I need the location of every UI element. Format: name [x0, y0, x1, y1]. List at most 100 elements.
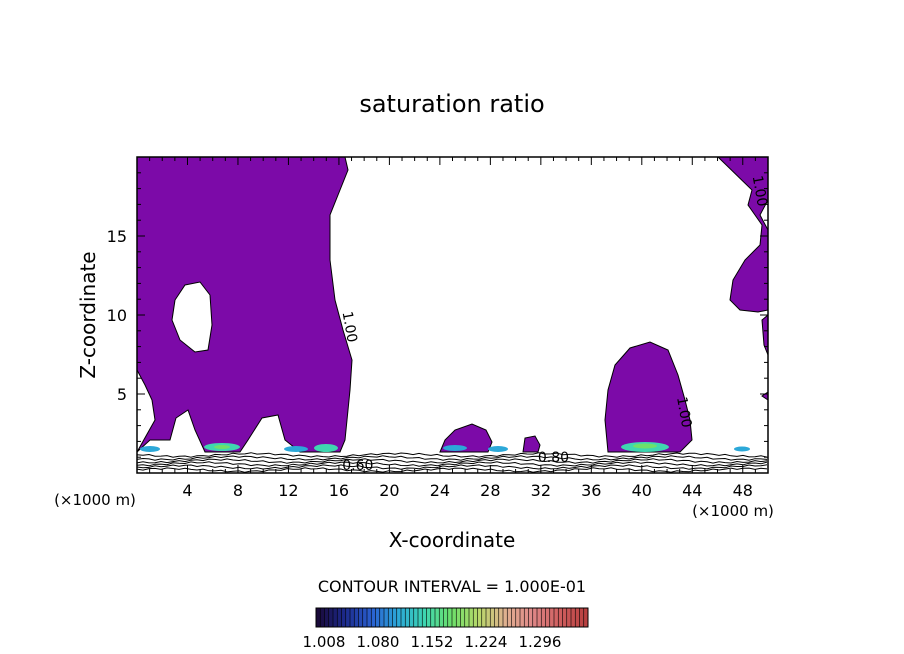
x-axis-ticks: 4 8 12 16 20 24 28 32 36 40 44 48	[136, 157, 769, 500]
y-unit-label: (×1000 m)	[54, 491, 136, 509]
colorbar-swatch	[481, 608, 486, 627]
colorbar-swatch	[392, 608, 397, 627]
fill-region-mid	[439, 423, 493, 453]
x-tick-label: 36	[581, 481, 601, 500]
colorbar-swatch	[562, 608, 567, 627]
colorbar-swatch	[341, 608, 346, 627]
y-tick-label: 10	[107, 306, 127, 325]
colorbar-swatch	[583, 608, 588, 627]
colorbar-swatch	[418, 608, 423, 627]
colorbar-frame	[315, 607, 589, 628]
colorbar-swatch	[367, 608, 372, 627]
colorbar-swatch	[503, 608, 508, 627]
colorbar-swatch	[566, 608, 571, 627]
colorbar-swatch	[447, 608, 452, 627]
core-10	[734, 446, 750, 452]
high-value-cores	[140, 442, 750, 452]
colorbar-swatch	[469, 608, 474, 627]
core-6	[443, 445, 467, 451]
colorbar-swatch	[333, 608, 338, 627]
colorbar-swatch	[549, 608, 554, 627]
colorbar-swatch	[405, 608, 410, 627]
colorbar-swatch	[371, 608, 376, 627]
colorbar-swatch	[494, 608, 499, 627]
contour-label: 1.00	[749, 174, 770, 207]
low-level-contours	[136, 452, 768, 473]
ground-contour-line	[136, 458, 768, 464]
x-tick-label: 4	[182, 481, 192, 500]
colorbar-swatch	[456, 608, 461, 627]
y-axis-label: Z-coordinate	[76, 251, 100, 378]
fill-region-left	[136, 156, 353, 453]
colorbar-swatch	[358, 608, 363, 627]
colorbar-swatch	[537, 608, 542, 627]
colorbar-swatch	[422, 608, 427, 627]
colorbar-swatch	[320, 608, 325, 627]
contour-labels: 1.00 1.00 1.00 0.60 0.80	[339, 174, 770, 474]
ground-contour-line	[136, 467, 768, 473]
ground-contour-line	[136, 464, 768, 470]
fill-region-edge	[761, 313, 769, 356]
core-7	[488, 446, 508, 452]
colorbar-swatch	[345, 608, 350, 627]
x-tick-label: 12	[278, 481, 298, 500]
core-3	[214, 445, 230, 449]
x-tick-label: 16	[329, 481, 349, 500]
colorbar-swatch	[375, 608, 380, 627]
colorbar-swatch	[571, 608, 576, 627]
colorbar-swatch	[384, 608, 389, 627]
y-axis-ticks: 5 10 15	[107, 156, 768, 474]
colorbar-swatch	[430, 608, 435, 627]
x-axis-label: X-coordinate	[389, 528, 516, 552]
supersaturation-fill	[136, 156, 769, 453]
x-tick-label: 24	[430, 481, 450, 500]
colorbar-swatch	[511, 608, 516, 627]
colorbar-swatch	[524, 608, 529, 627]
core-4	[284, 446, 308, 452]
colorbar-swatch	[324, 608, 329, 627]
colorbar-tick-label: 1.224	[465, 633, 508, 651]
colorbar-swatch	[498, 608, 503, 627]
colorbar-swatch	[473, 608, 478, 627]
colorbar-swatch	[558, 608, 563, 627]
colorbar-swatch	[507, 608, 512, 627]
y-tick-label: 5	[117, 385, 127, 404]
fill-region-edge2	[761, 391, 769, 401]
contour-label: 0.60	[342, 458, 373, 474]
colorbar-swatch	[545, 608, 550, 627]
x-tick-label: 8	[233, 481, 243, 500]
y-tick-label: 15	[107, 227, 127, 246]
colorbar-swatch	[401, 608, 406, 627]
colorbar-swatch	[350, 608, 355, 627]
colorbar-labels: 1.008 1.080 1.152 1.224 1.296	[303, 633, 562, 651]
core-1	[140, 446, 160, 452]
colorbar-swatch	[354, 608, 359, 627]
contour-label: 1.00	[673, 396, 694, 429]
colorbar-swatch	[490, 608, 495, 627]
core-5	[314, 444, 338, 452]
colorbar-swatch	[452, 608, 457, 627]
x-unit-label: (×1000 m)	[692, 502, 774, 520]
chart-title: saturation ratio	[359, 90, 544, 118]
colorbar-tick-label: 1.152	[411, 633, 454, 651]
x-tick-label: 28	[480, 481, 500, 500]
colorbar-swatch	[362, 608, 367, 627]
colorbar-tick-label: 1.008	[303, 633, 346, 651]
colorbar-swatch	[413, 608, 418, 627]
fill-region-top-right	[716, 156, 769, 313]
colorbar-swatch	[528, 608, 533, 627]
colorbar-swatch	[435, 608, 440, 627]
x-tick-label: 40	[632, 481, 652, 500]
colorbar-swatch	[426, 608, 431, 627]
colorbar-tick-label: 1.296	[519, 633, 562, 651]
colorbar-swatch	[554, 608, 559, 627]
core-9	[633, 443, 657, 449]
contour-interval-text: CONTOUR INTERVAL = 1.000E-01	[318, 577, 586, 596]
colorbar-swatch	[579, 608, 584, 627]
colorbar-swatch	[520, 608, 525, 627]
colorbar-tick-label: 1.080	[357, 633, 400, 651]
x-tick-label: 32	[531, 481, 551, 500]
x-tick-label: 20	[379, 481, 399, 500]
colorbar-swatch	[337, 608, 342, 627]
colorbar-swatch	[388, 608, 393, 627]
